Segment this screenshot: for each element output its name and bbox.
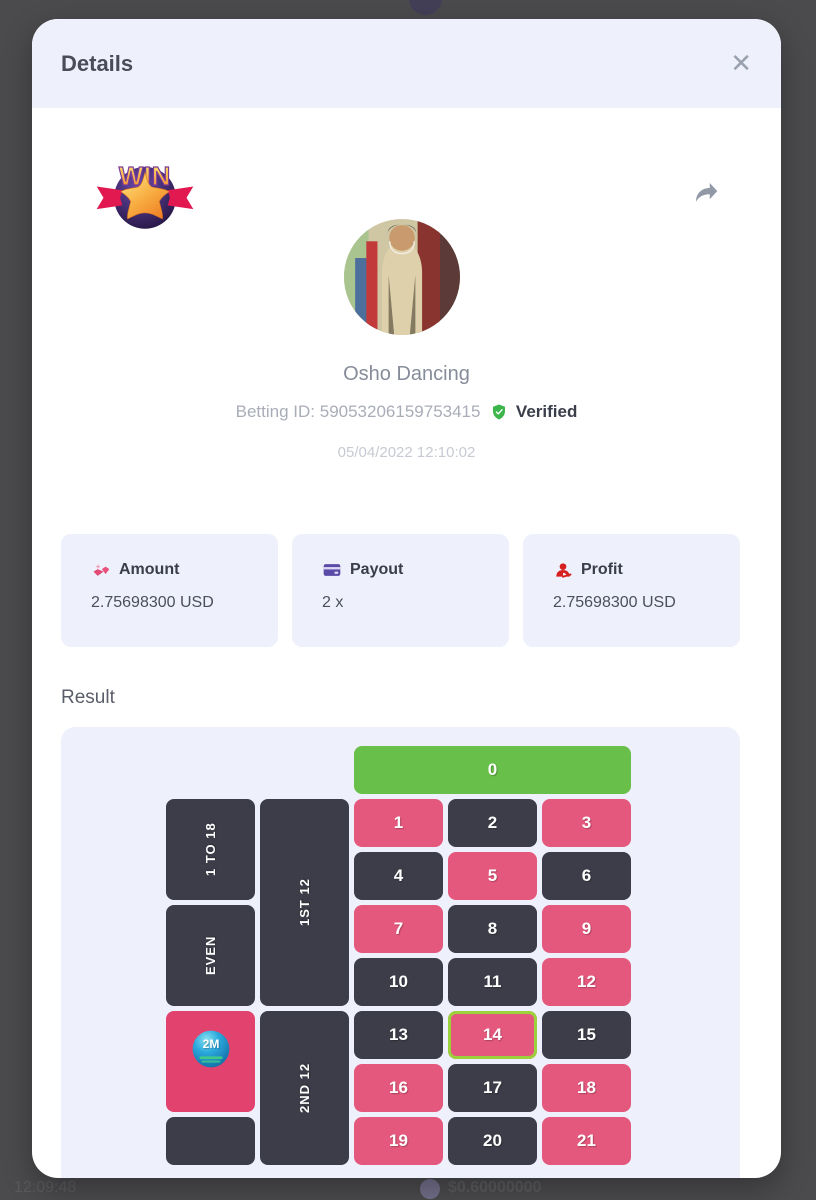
svg-text:2M: 2M <box>202 1037 219 1051</box>
